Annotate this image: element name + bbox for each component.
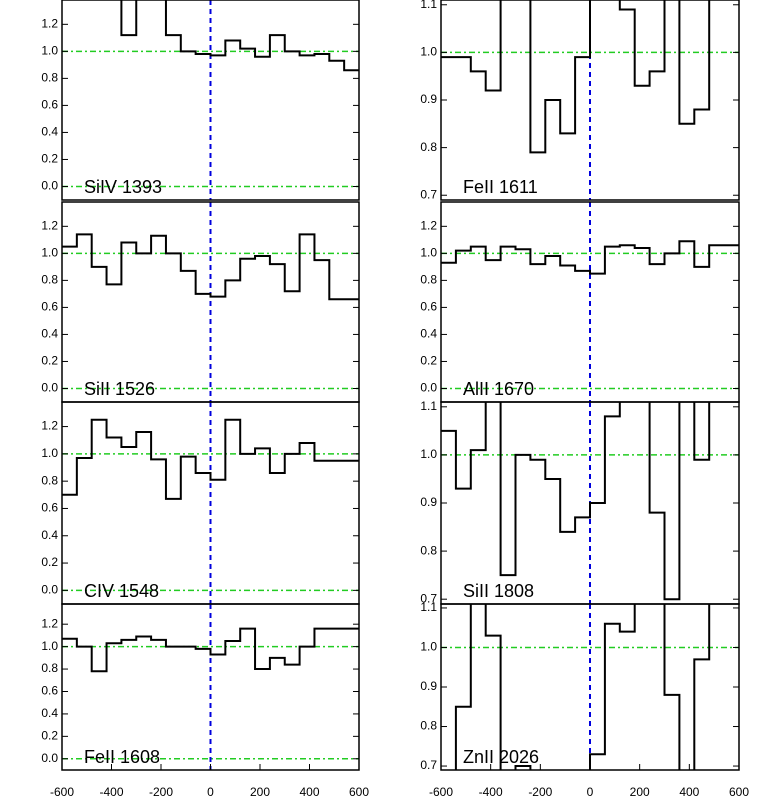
y-tick-label: 1.0 xyxy=(41,44,58,58)
x-tick-label: 400 xyxy=(679,785,699,799)
x-tick-label: -600 xyxy=(50,785,74,799)
y-tick-label: 1.2 xyxy=(41,218,58,232)
x-tick-label: 600 xyxy=(729,785,749,799)
y-tick-label: 0.8 xyxy=(41,473,58,487)
y-tick-label: 1.0 xyxy=(420,45,437,59)
y-tick-label: 0.8 xyxy=(41,273,58,287)
y-tick-label: 0.6 xyxy=(41,684,58,698)
spectrum-step xyxy=(62,233,359,301)
y-tick-label: 0.8 xyxy=(41,71,58,85)
x-tick-label: -400 xyxy=(99,785,123,799)
panel: 0.7 0.8 0.9 1.0 1.1 SiII 1808 xyxy=(420,399,740,605)
spectrum-step xyxy=(62,418,359,500)
y-tick-label: 0.4 xyxy=(41,327,58,341)
x-tick-label: -400 xyxy=(479,785,503,799)
y-tick-label: 1.1 xyxy=(420,399,437,413)
y-tick-label: 0.0 xyxy=(41,381,58,395)
spectrum-step xyxy=(120,0,359,72)
y-tick-label: 1.1 xyxy=(420,0,437,11)
y-tick-label: 0.8 xyxy=(41,661,58,675)
panel-label: SiII 1808 xyxy=(463,581,534,601)
spectrum-step xyxy=(454,604,711,770)
y-tick-label: 0.2 xyxy=(41,152,58,166)
panel: 0.0 0.2 0.4 0.6 0.8 1.0 1.2 SiII 1526 xyxy=(41,201,360,403)
y-tick-label: 0.8 xyxy=(420,140,437,154)
panel-label: AlII 1670 xyxy=(463,379,534,399)
x-tick-label: 600 xyxy=(349,785,369,799)
y-tick-label: 0.7 xyxy=(420,591,437,605)
y-tick-label: 0.9 xyxy=(420,679,437,693)
x-tick-label: 200 xyxy=(250,785,270,799)
y-tick-label: 0.2 xyxy=(41,729,58,743)
y-tick-label: 0.0 xyxy=(41,583,58,597)
y-tick-label: 0.7 xyxy=(420,758,437,772)
y-tick-label: 1.2 xyxy=(41,616,58,630)
x-tick-label: -200 xyxy=(149,785,173,799)
y-tick-label: 0.6 xyxy=(41,98,58,112)
y-tick-label: 0.0 xyxy=(420,381,437,395)
panel-label: ZnII 2026 xyxy=(463,747,539,767)
y-tick-label: 1.1 xyxy=(420,600,437,614)
y-tick-label: 0.6 xyxy=(41,300,58,314)
x-tick-label: -200 xyxy=(528,785,552,799)
y-tick-label: 1.0 xyxy=(420,447,437,461)
panel-label: FeII 1608 xyxy=(84,747,160,767)
y-tick-label: 0.8 xyxy=(420,273,437,287)
y-tick-label: 1.2 xyxy=(420,218,437,232)
panel-label: SiII 1526 xyxy=(84,379,155,399)
y-tick-label: 0.2 xyxy=(420,354,437,368)
panel-label: CIV 1548 xyxy=(84,581,159,601)
y-tick-label: 0.0 xyxy=(41,751,58,765)
y-tick-label: 1.2 xyxy=(41,419,58,433)
y-tick-label: 0.4 xyxy=(41,125,58,139)
panel: 0.0 0.2 0.4 0.6 0.8 1.0 1.2 SiIV 1393 xyxy=(41,0,360,201)
y-tick-label: 0.2 xyxy=(41,354,58,368)
y-tick-label: 0.6 xyxy=(420,300,437,314)
y-tick-label: 1.0 xyxy=(41,639,58,653)
panel: 0.0 0.2 0.4 0.6 0.8 1.0 1.2 -600 -400 -200 0 200 400… xyxy=(41,603,369,799)
x-tick-label: -600 xyxy=(429,785,453,799)
y-tick-label: 0.9 xyxy=(420,92,437,106)
panel-frame xyxy=(61,0,360,201)
spectrum-step xyxy=(62,627,359,673)
y-tick-label: 1.0 xyxy=(41,446,58,460)
panel: 0.7 0.8 0.9 1.0 1.1 FeII 1611 xyxy=(420,0,740,201)
x-tick-label: 0 xyxy=(207,785,214,799)
spectrum-step xyxy=(441,240,739,275)
y-tick-label: 1.2 xyxy=(41,16,58,30)
y-tick-label: 0.4 xyxy=(41,528,58,542)
panel: 0.0 0.2 0.4 0.6 0.8 1.0 1.2 CIV 1548 xyxy=(41,401,360,605)
y-tick-label: 0.7 xyxy=(420,187,437,201)
y-tick-label: 1.0 xyxy=(41,246,58,260)
x-tick-label: 400 xyxy=(299,785,319,799)
y-tick-label: 1.0 xyxy=(420,246,437,260)
panel-label: SiIV 1393 xyxy=(84,177,162,197)
y-tick-label: 0.8 xyxy=(420,543,437,557)
x-tick-label: 0 xyxy=(587,785,594,799)
y-tick-label: 1.0 xyxy=(420,640,437,654)
spectrum-step xyxy=(441,402,711,601)
y-tick-label: 0.4 xyxy=(420,327,437,341)
y-tick-label: 0.9 xyxy=(420,495,437,509)
panel-label: FeII 1611 xyxy=(463,177,538,197)
spectrum-step xyxy=(441,0,711,154)
x-tick-label: 200 xyxy=(630,785,650,799)
y-tick-label: 0.8 xyxy=(420,719,437,733)
y-tick-label: 0.0 xyxy=(41,179,58,193)
panel: 0.0 0.2 0.4 0.6 0.8 1.0 1.2 AlII 1670 xyxy=(420,201,740,403)
y-tick-label: 0.6 xyxy=(41,501,58,515)
y-tick-label: 0.2 xyxy=(41,555,58,569)
panel: 0.7 0.8 0.9 1.0 1.1 -600 -400 -200 0 200 400 600 ZnI… xyxy=(420,600,749,799)
y-tick-label: 0.4 xyxy=(41,706,58,720)
